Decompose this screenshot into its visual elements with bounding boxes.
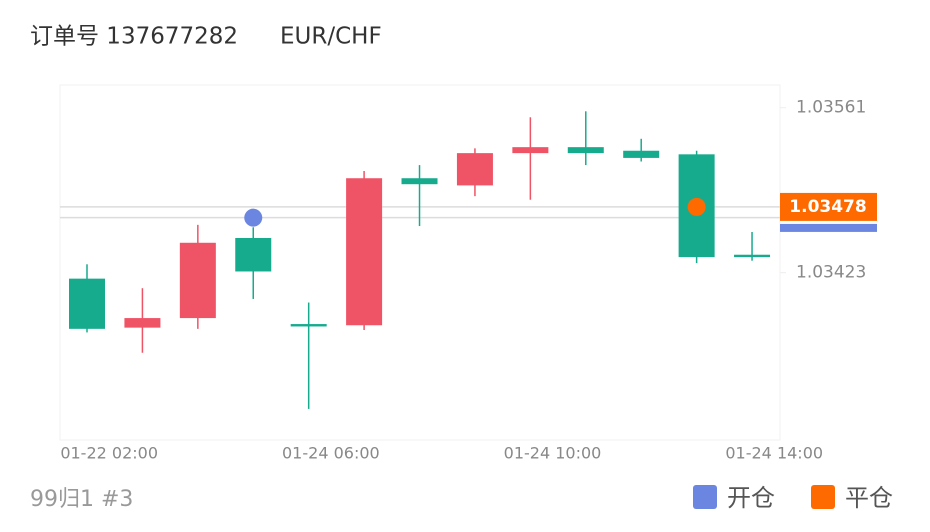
candle-body: [401, 178, 438, 185]
candle-body: [179, 242, 216, 319]
candle-body: [346, 178, 383, 326]
footer: 99归1 #3: [30, 487, 133, 512]
candle-body: [512, 147, 549, 154]
x-tick-label: 01-24 14:00: [725, 444, 823, 463]
y-tick-label: 1.03423: [796, 263, 866, 283]
x-tick-label: 01-24 06:00: [282, 444, 380, 463]
price-badge-label: 1.03478: [789, 197, 866, 217]
candle-body: [124, 318, 161, 328]
plot-area: [59, 84, 781, 441]
symbol: EUR/CHF: [280, 24, 382, 50]
order-label: 订单号 137677282: [30, 24, 238, 50]
price-badge: [780, 223, 877, 232]
price-badge: [780, 192, 877, 221]
legend-swatch: [811, 485, 835, 509]
candle-body: [623, 150, 660, 158]
candle-body: [567, 147, 604, 154]
trade-marker: [244, 208, 263, 227]
legend-swatch: [693, 485, 717, 509]
candle-body: [290, 324, 327, 327]
trade-marker: [687, 197, 706, 216]
y-tick-label: 1.03561: [796, 98, 866, 118]
candle-body: [69, 278, 105, 329]
candle-body: [235, 237, 272, 272]
candle-body: [734, 254, 771, 258]
legend-label: 平仓: [845, 484, 893, 512]
x-tick-label: 01-22 02:00: [60, 444, 158, 463]
legend-label: 开仓: [727, 484, 775, 512]
x-tick-label: 01-24 10:00: [504, 444, 602, 463]
candle-body: [456, 153, 493, 186]
